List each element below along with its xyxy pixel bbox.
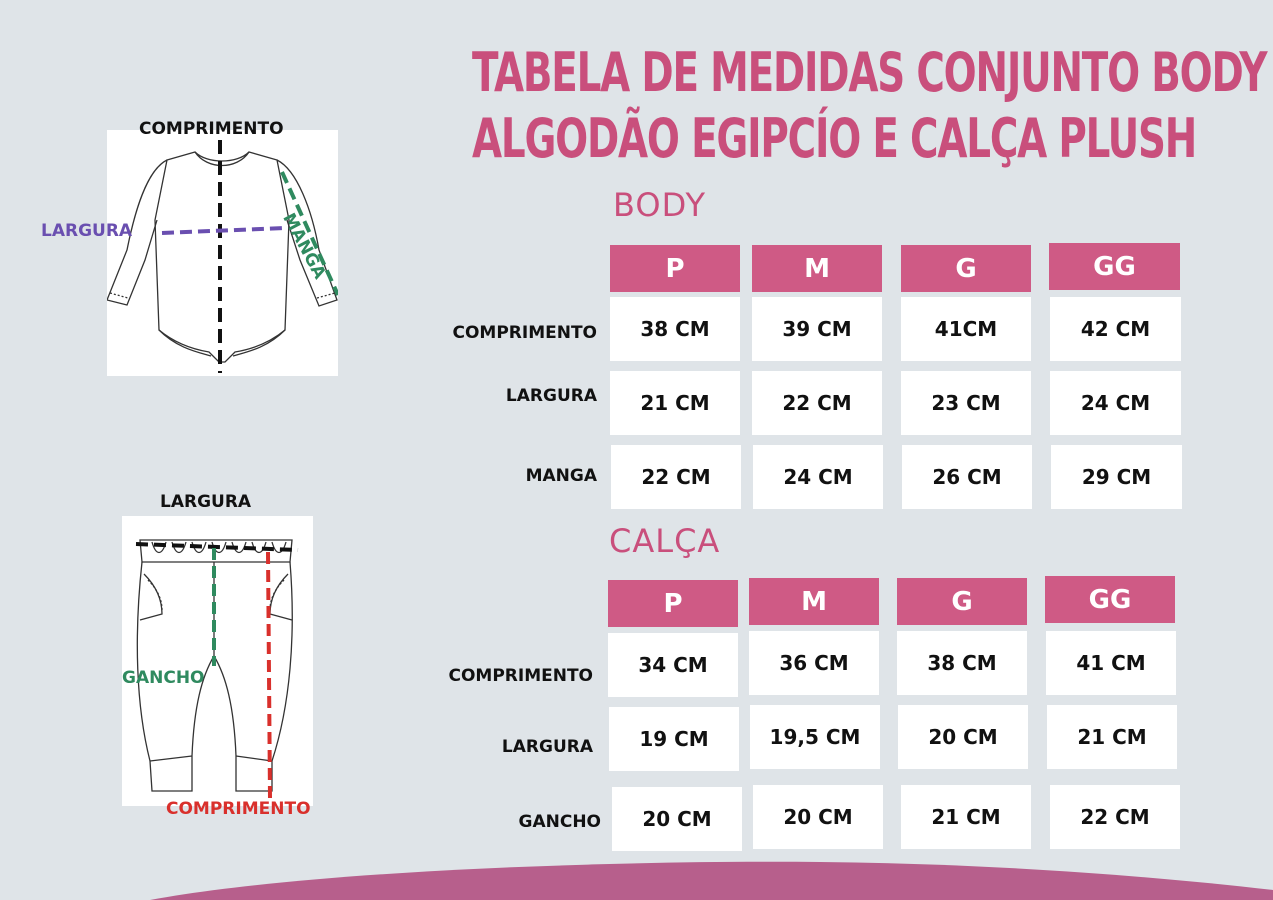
- body-cell: 22 CM: [752, 371, 882, 435]
- pants-cell: 34 CM: [608, 633, 738, 697]
- body-size-header: G: [901, 245, 1031, 292]
- pants-size-header: G: [897, 578, 1027, 625]
- pants-drawing: [135, 539, 299, 799]
- body-row-label: MANGA: [525, 466, 597, 486]
- bodysuit-drawing: [106, 140, 340, 373]
- body-illustration: [106, 130, 340, 376]
- pants-cell: 20 CM: [612, 787, 742, 851]
- body-largura-label: LARGURA: [41, 221, 133, 241]
- page-title: TABELA DE MEDIDAS CONJUNTO BODY ALGODÃO …: [472, 40, 1268, 172]
- body-cell: 24 CM: [753, 445, 883, 509]
- body-cell: 22 CM: [611, 445, 741, 509]
- pants-gancho-label: GANCHO: [122, 668, 205, 688]
- pants-row-label: COMPRIMENTO: [448, 666, 593, 686]
- body-cell: 24 CM: [1050, 371, 1181, 435]
- body-cell: 38 CM: [610, 297, 740, 361]
- body-cell: 21 CM: [610, 371, 740, 435]
- pants-cell: 19,5 CM: [750, 705, 880, 769]
- body-comprimento-label: COMPRIMENTO: [139, 119, 284, 139]
- pants-size-header: M: [749, 578, 879, 625]
- title-line-2: ALGODÃO EGIPCÍO E CALÇA PLUSH: [472, 107, 1197, 170]
- pants-size-header: GG: [1045, 576, 1175, 623]
- body-row-label: LARGURA: [505, 386, 597, 406]
- pants-cell: 38 CM: [897, 631, 1027, 695]
- body-cell: 29 CM: [1051, 445, 1182, 509]
- pants-size-header: P: [608, 580, 738, 627]
- pants-cell: 22 CM: [1050, 785, 1180, 849]
- pants-cell: 20 CM: [753, 785, 883, 849]
- pants-cell: 19 CM: [609, 707, 739, 771]
- body-cell: 41CM: [901, 297, 1031, 361]
- body-size-header: P: [610, 245, 740, 292]
- body-cell: 39 CM: [752, 297, 882, 361]
- body-cell: 42 CM: [1050, 297, 1181, 361]
- pants-largura-label: LARGURA: [160, 492, 252, 512]
- pants-cell: 41 CM: [1046, 631, 1176, 695]
- pants-row-label: GANCHO: [518, 812, 602, 832]
- body-size-header: M: [752, 245, 882, 292]
- pants-comprimento-label: COMPRIMENTO: [166, 799, 311, 819]
- pants-cell: 21 CM: [901, 785, 1031, 849]
- body-row-label: COMPRIMENTO: [452, 323, 597, 343]
- bottom-wave-decoration: [150, 861, 1273, 900]
- body-cell: 23 CM: [901, 371, 1031, 435]
- pants-cell: 36 CM: [749, 631, 879, 695]
- body-size-header: GG: [1049, 243, 1180, 290]
- pants-illustration: [122, 516, 313, 806]
- pants-cell: 20 CM: [898, 705, 1028, 769]
- pants-row-label: LARGURA: [501, 737, 593, 757]
- body-section-label: BODY: [613, 186, 707, 224]
- pants-section-label: CALÇA: [609, 522, 721, 560]
- title-line-1: TABELA DE MEDIDAS CONJUNTO BODY: [472, 41, 1268, 104]
- pants-cell: 21 CM: [1047, 705, 1177, 769]
- body-cell: 26 CM: [902, 445, 1032, 509]
